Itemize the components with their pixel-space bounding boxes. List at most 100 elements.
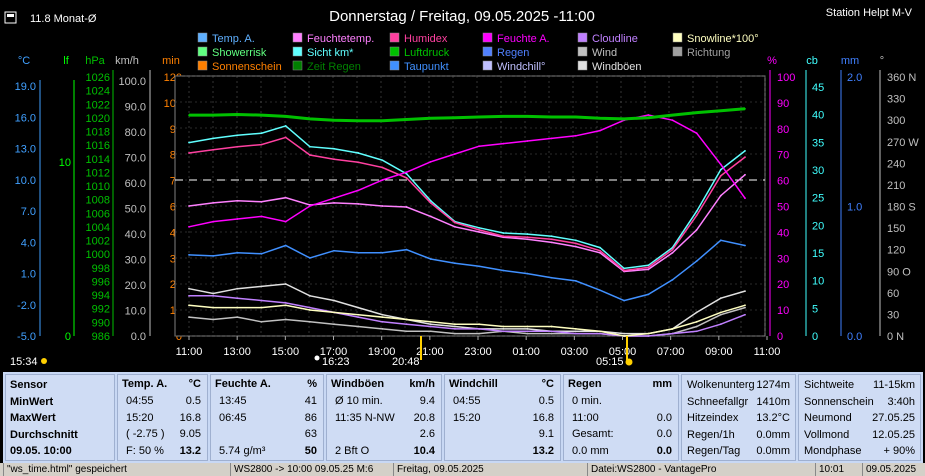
series-point	[454, 325, 456, 328]
series-point	[454, 221, 456, 224]
hpa-axis-tick: 1014	[86, 154, 110, 166]
wolken-cell: 0.0mm	[756, 445, 790, 457]
celsius-axis-tick: 10.0	[15, 175, 36, 187]
series-point	[744, 107, 746, 110]
sicht-cell: 11-15km	[873, 379, 915, 391]
series-point	[623, 299, 626, 302]
deg-axis-tick: 300	[887, 115, 905, 127]
series-point	[550, 116, 553, 118]
series-point	[454, 262, 456, 265]
hpa-axis-unit: hPa	[85, 55, 105, 67]
status-cell: "ws_time.html" gespeichert	[3, 463, 227, 476]
series-point	[623, 267, 626, 270]
status-bar: "ws_time.html" gespeichert WS2800 -> 10:0…	[0, 463, 925, 476]
series-point	[526, 115, 529, 118]
series-point	[526, 140, 529, 142]
legend-label: Taupunkt	[404, 61, 449, 73]
series-point	[526, 332, 529, 335]
series-point	[502, 330, 505, 333]
series-point	[405, 248, 408, 251]
windchill-cell: 04:55	[453, 395, 481, 407]
series-point	[719, 174, 722, 177]
series-point	[647, 266, 650, 269]
series-point	[671, 251, 674, 254]
windchill-box: Windchill °C 04:55 0.5 15:20 16.8 9.1 13.2	[444, 374, 561, 461]
sicht-cell: Neumond	[804, 412, 852, 424]
series-point	[284, 115, 287, 118]
series-point	[405, 323, 408, 326]
series-point	[260, 299, 263, 302]
series-point	[502, 269, 505, 272]
series-line-8	[189, 295, 746, 337]
deg-axis-tick: 240	[887, 158, 905, 170]
series-point	[357, 119, 360, 122]
kmh-axis-tick: 30.0	[125, 255, 146, 267]
series-point	[695, 260, 698, 263]
feuchte-cell: 5.74 g/m³	[219, 444, 266, 457]
series-point	[381, 166, 384, 169]
deg-axis-tick: 120	[887, 245, 905, 257]
series-point	[260, 252, 263, 255]
series-point	[695, 210, 698, 213]
series-point	[236, 297, 239, 300]
series-point	[429, 323, 432, 326]
series-point	[695, 330, 698, 333]
series-point	[719, 311, 722, 314]
legend-label: Luftdruck	[404, 47, 450, 59]
series-point	[212, 201, 215, 204]
kmh-axis-tick: 50.0	[125, 204, 146, 216]
series-point	[744, 197, 746, 200]
celsius-axis-tick: 13.0	[15, 144, 36, 156]
cb-axis-tick: 15	[812, 248, 824, 260]
series-point	[478, 323, 480, 326]
celsius-axis-tick: 4.0	[21, 237, 36, 249]
series-point	[405, 206, 408, 208]
series-point	[357, 161, 360, 164]
cb-axis-tick: 25	[812, 193, 824, 205]
regen-cell: 0 min.	[572, 395, 602, 407]
series-point	[284, 136, 287, 139]
series-point	[550, 238, 553, 241]
feuchte-cell: 86	[304, 411, 317, 424]
series-point	[647, 293, 650, 296]
legend-label: Wind	[592, 47, 617, 59]
series-point	[526, 236, 529, 239]
series-point	[212, 306, 215, 309]
series-point	[405, 330, 408, 333]
temp-cell: 04:55	[126, 395, 154, 407]
series-point	[260, 320, 263, 323]
series-point	[550, 235, 553, 238]
series-point	[719, 163, 722, 166]
visibility-box: Sichtweite 11-15km Sonnenschein 3:40h Neumon…	[798, 374, 921, 461]
series-point	[478, 229, 480, 231]
series-point	[188, 253, 190, 256]
series-point	[695, 214, 698, 217]
series-point	[695, 320, 698, 323]
series-point	[719, 313, 722, 316]
kmh-axis-tick: 10.0	[125, 306, 146, 318]
windchill-cell: 9.1	[538, 428, 554, 440]
series-point	[502, 142, 505, 145]
sicht-cell: Sonnenschein	[804, 395, 874, 408]
humidity-box: Feuchte A.% 13:45 41 06:45 86 63 5.74 g/m³ 50	[210, 374, 324, 461]
windchill-cell: 16.8	[532, 411, 554, 424]
feuchte-cell: 06:45	[219, 411, 247, 424]
hpa-axis-tick: 1000	[86, 249, 110, 261]
series-point	[599, 129, 601, 132]
windchill-cell: °C	[541, 378, 554, 390]
series-point	[671, 114, 674, 117]
series-point	[695, 325, 698, 328]
temp-cell: 16.8	[179, 411, 201, 424]
series-point	[550, 332, 553, 335]
legend-label: Temp. A.	[212, 33, 255, 45]
sunset-time: 16:23	[322, 356, 350, 368]
series-point	[381, 119, 384, 122]
series-point	[212, 292, 215, 295]
series-point	[744, 149, 746, 152]
hpa-axis-tick: 1010	[86, 181, 110, 193]
deg-axis-tick: 150	[887, 223, 905, 235]
series-point	[429, 160, 432, 163]
series-point	[284, 244, 287, 247]
series-point	[260, 306, 263, 309]
cb-axis-tick: 20	[812, 220, 824, 232]
